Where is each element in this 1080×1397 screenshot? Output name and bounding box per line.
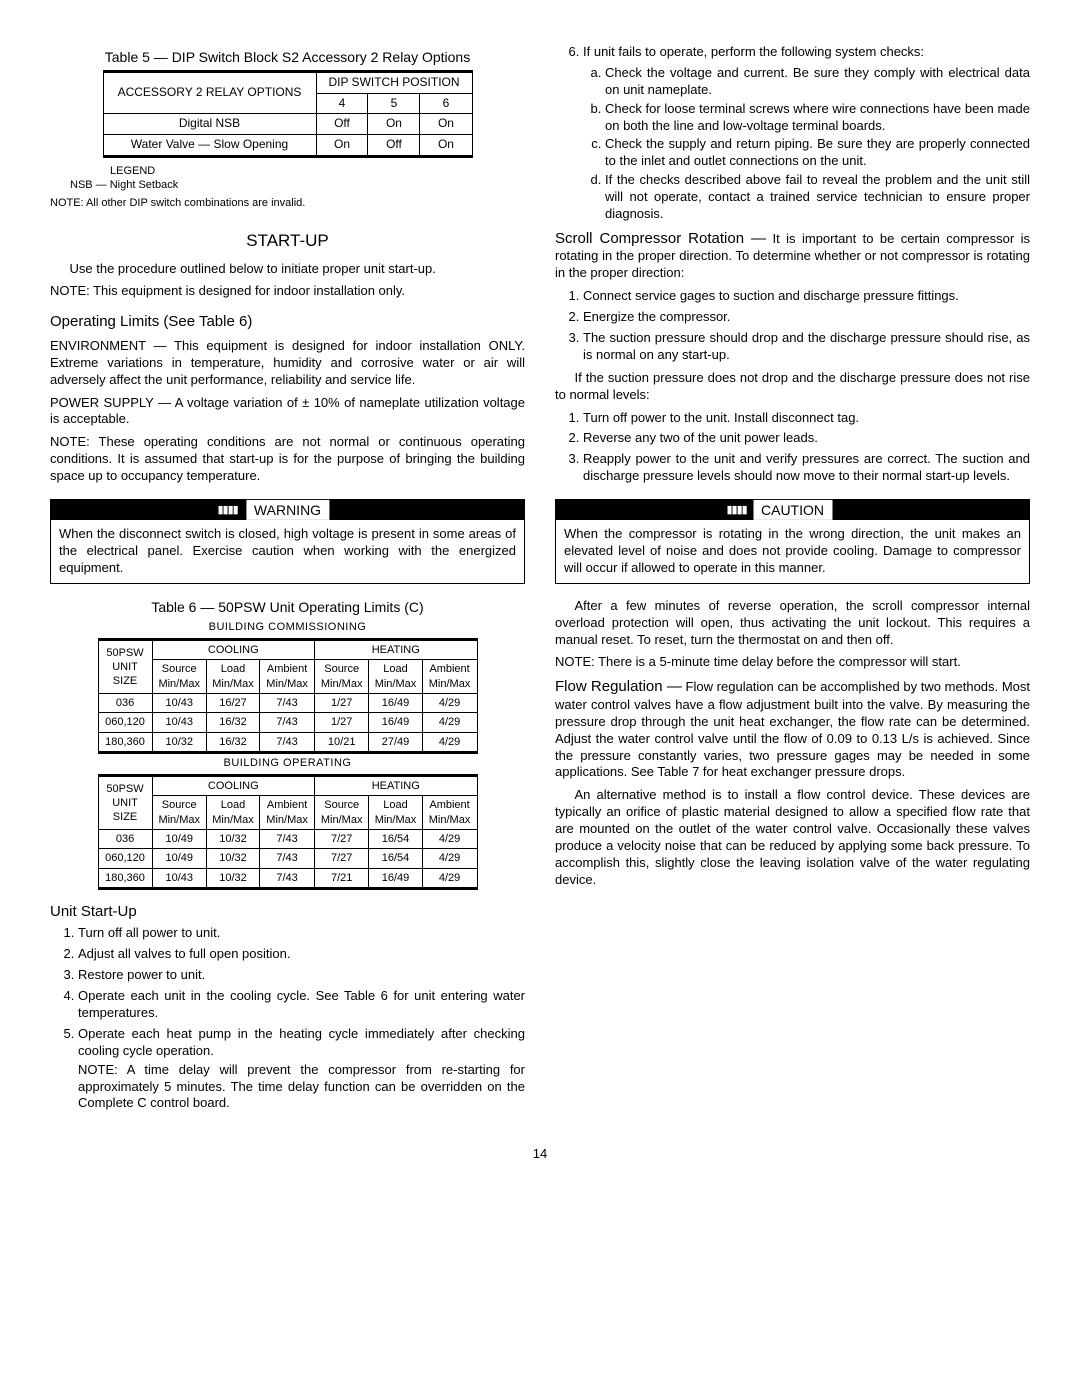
op-limits-heading: Operating Limits (See Table 6) <box>50 312 525 332</box>
t5-r1-1: Off <box>368 134 420 155</box>
op-note: NOTE: These operating conditions are not… <box>50 434 525 485</box>
t6-cooling: COOLING <box>152 641 314 660</box>
unit-step-1: Turn off all power to unit. <box>78 925 525 942</box>
t5-r0-1: On <box>368 114 420 135</box>
legend-label: LEGEND <box>70 164 525 178</box>
t6-heating: HEATING <box>315 641 477 660</box>
step6: If unit fails to operate, perform the fo… <box>583 44 1030 223</box>
scroll2-step-1: Turn off power to the unit. Install disc… <box>583 410 1030 427</box>
warning-body: When the disconnect switch is closed, hi… <box>51 520 524 583</box>
page-number: 14 <box>50 1146 1030 1163</box>
scroll-p2: If the suction pressure does not drop an… <box>555 370 1030 404</box>
t5-col-1: 5 <box>368 93 420 114</box>
legend-row: NSB — Night Setback <box>70 178 525 192</box>
scroll2-step-2: Reverse any two of the unit power leads. <box>583 430 1030 447</box>
t6b-rowhead: 50PSW UNIT SIZE <box>98 777 152 830</box>
unit-step-4: Operate each unit in the cooling cycle. … <box>78 988 525 1022</box>
t6-c1: Load Min/Max <box>206 660 259 694</box>
t6b-r0-s: 036 <box>98 830 152 849</box>
warning-box: ▮▮▮▮ WARNING When the disconnect switch … <box>50 499 525 584</box>
warning-label: WARNING <box>246 500 329 520</box>
flow-head: Flow Regulation — <box>555 678 682 695</box>
power-para: POWER SUPPLY — A voltage variation of ± … <box>50 395 525 429</box>
step6-d: If the checks described above fail to re… <box>605 172 1030 223</box>
t5-r1-0: On <box>316 134 368 155</box>
table5: ACCESSORY 2 RELAY OPTIONS DIP SWITCH POS… <box>103 72 473 155</box>
t6-c2: Ambient Min/Max <box>260 660 315 694</box>
step6-a: Check the voltage and current. Be sure t… <box>605 65 1030 99</box>
unit-step-5-note: NOTE: A time delay will prevent the comp… <box>78 1062 525 1113</box>
scroll-head: Scroll Compressor Rotation — <box>555 230 766 247</box>
after-caution: After a few minutes of reverse operation… <box>555 598 1030 649</box>
scroll-step-1: Connect service gages to suction and dis… <box>583 288 1030 305</box>
after-note: NOTE: There is a 5-minute time delay bef… <box>555 654 1030 671</box>
right-step6-list: If unit fails to operate, perform the fo… <box>555 44 1030 223</box>
caution-label: CAUTION <box>753 500 832 520</box>
step6-c: Check the supply and return piping. Be s… <box>605 136 1030 170</box>
caution-body: When the compressor is rotating in the w… <box>556 520 1029 583</box>
scroll-step-2: Energize the compressor. <box>583 309 1030 326</box>
t6-c5: Ambient Min/Max <box>422 660 477 694</box>
t6-c4: Load Min/Max <box>369 660 422 694</box>
startup-heading: START-UP <box>50 230 525 252</box>
startup-note: NOTE: This equipment is designed for ind… <box>50 283 525 300</box>
table5-note: NOTE: All other DIP switch combinations … <box>50 196 525 210</box>
table6-sub1: BUILDING COMMISSIONING <box>50 620 525 634</box>
t6-rowhead: 50PSW UNIT SIZE <box>98 641 152 694</box>
table6-sub2: BUILDING OPERATING <box>50 756 525 770</box>
t5-r1-2: On <box>420 134 472 155</box>
scroll-step-3: The suction pressure should drop and the… <box>583 330 1030 364</box>
scroll-steps: Connect service gages to suction and dis… <box>555 288 1030 364</box>
caution-icon: ▮▮▮▮ <box>727 503 747 517</box>
t6b-r1-s: 060,120 <box>98 849 152 868</box>
step6-sublist: Check the voltage and current. Be sure t… <box>583 65 1030 223</box>
step6-b: Check for loose terminal screws where wi… <box>605 101 1030 135</box>
scroll-steps2: Turn off power to the unit. Install disc… <box>555 410 1030 486</box>
t5-r0-label: Digital NSB <box>103 114 316 135</box>
t6a-r2-s: 180,360 <box>98 732 152 751</box>
t6-c0: Source Min/Max <box>152 660 206 694</box>
t6a-r0-s: 036 <box>98 694 152 713</box>
t5-r0-0: Off <box>316 114 368 135</box>
startup-p1: Use the procedure outlined below to init… <box>50 261 525 278</box>
scroll-para: Scroll Compressor Rotation — It is impor… <box>555 229 1030 282</box>
t6b-heating: HEATING <box>315 777 477 796</box>
env-para: ENVIRONMENT — This equipment is designed… <box>50 338 525 389</box>
t6a-r1-s: 060,120 <box>98 713 152 732</box>
t6-c3: Source Min/Max <box>315 660 369 694</box>
flow-para1: Flow Regulation — Flow regulation can be… <box>555 677 1030 781</box>
t5-col-2: 6 <box>420 93 472 114</box>
unit-step-2: Adjust all valves to full open position. <box>78 946 525 963</box>
unit-step-3: Restore power to unit. <box>78 967 525 984</box>
t5-r1-label: Water Valve — Slow Opening <box>103 134 316 155</box>
t5-r0-2: On <box>420 114 472 135</box>
unit-step-5: Operate each heat pump in the heating cy… <box>78 1026 525 1112</box>
unit-startup-heading: Unit Start-Up <box>50 902 525 922</box>
scroll2-step-3: Reapply power to the unit and verify pre… <box>583 451 1030 485</box>
t5-col-0: 4 <box>316 93 368 114</box>
table6-title: Table 6 — 50PSW Unit Operating Limits (C… <box>50 598 525 616</box>
t5-head-b: DIP SWITCH POSITION <box>316 73 472 94</box>
t6b-r2-s: 180,360 <box>98 868 152 887</box>
flow-para2: An alternative method is to install a fl… <box>555 787 1030 888</box>
t5-head-a: ACCESSORY 2 RELAY OPTIONS <box>103 73 316 114</box>
unit-startup-steps: Turn off all power to unit. Adjust all v… <box>50 925 525 1112</box>
caution-box: ▮▮▮▮ CAUTION When the compressor is rota… <box>555 499 1030 584</box>
table6-commissioning: 50PSW UNIT SIZE COOLING HEATING Source M… <box>98 640 478 752</box>
table5-title: Table 5 — DIP Switch Block S2 Accessory … <box>50 48 525 66</box>
t6b-cooling: COOLING <box>152 777 314 796</box>
warning-icon: ▮▮▮▮ <box>218 503 238 517</box>
table6-operating: 50PSW UNIT SIZE COOLING HEATING Source M… <box>98 776 478 888</box>
